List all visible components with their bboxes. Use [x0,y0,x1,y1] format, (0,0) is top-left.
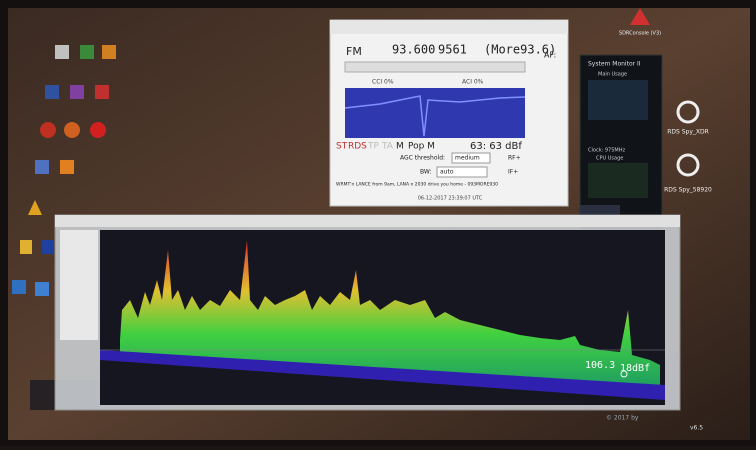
clock: Clock: 975MHz [588,148,625,154]
copyright: © 2017 by [606,415,639,422]
signal-graph [345,88,525,138]
if-plus[interactable]: IF+ [508,169,518,176]
aci: ACI 0% [462,79,484,86]
icon-label[interactable]: RDS Spy_XDR [667,129,709,136]
main-usage: Main Usage [598,72,627,78]
tuning-bar [344,61,526,73]
agc-label: AGC threshold: [400,155,445,162]
frequency: 93.600 [392,43,435,57]
monitor-title: System Monitor II [588,61,641,68]
cursor-frequency: 106.3 [585,360,615,371]
agc-value[interactable]: medium [455,155,480,162]
pty: Pop M [408,142,435,152]
cci: CCI 0% [372,79,394,86]
cursor-level: 18dBf [620,363,650,374]
radiotext: WRMT'n LANCE from 9am, LANA n 2030 drive… [336,182,498,188]
utc-time: 06-12-2017 23:39:07 UTC [418,196,483,202]
icon-label[interactable]: RDS Spy_58920 [664,187,712,194]
af-label: AF: [544,51,556,60]
spectrum-window: 106.3 18dBf © 2017 by v6.5 [54,214,703,432]
desktop-icons-right: SDRConsole (V3) RDS Spy_XDR RDS Spy_5892… [619,8,712,194]
status-ta: TA [381,142,394,152]
signal-level: 63: 63 dBf [470,141,522,152]
icon-label[interactable]: SDRConsole (V3) [619,31,661,37]
desktop-icons-left [12,45,116,296]
status-m: M [396,142,404,152]
cpu-usage: CPU Usage [596,156,623,162]
pi-code: 9561 [438,43,467,57]
system-monitor: System Monitor II Main Usage Clock: 975M… [579,54,663,231]
ps-name: (More93.6) [484,43,556,57]
band: FM [346,45,362,58]
bw-value[interactable]: auto [440,169,454,176]
fm-window: FM 93.600 9561 (More93.6) AF: CCI 0% ACI… [329,19,569,207]
status-tp: TP [367,142,379,152]
rf-plus[interactable]: RF+ [508,155,521,162]
version: v6.5 [690,425,703,432]
status-rds: RDS [348,142,367,152]
status-st: ST [336,142,348,152]
bw-label: BW: [420,169,432,176]
